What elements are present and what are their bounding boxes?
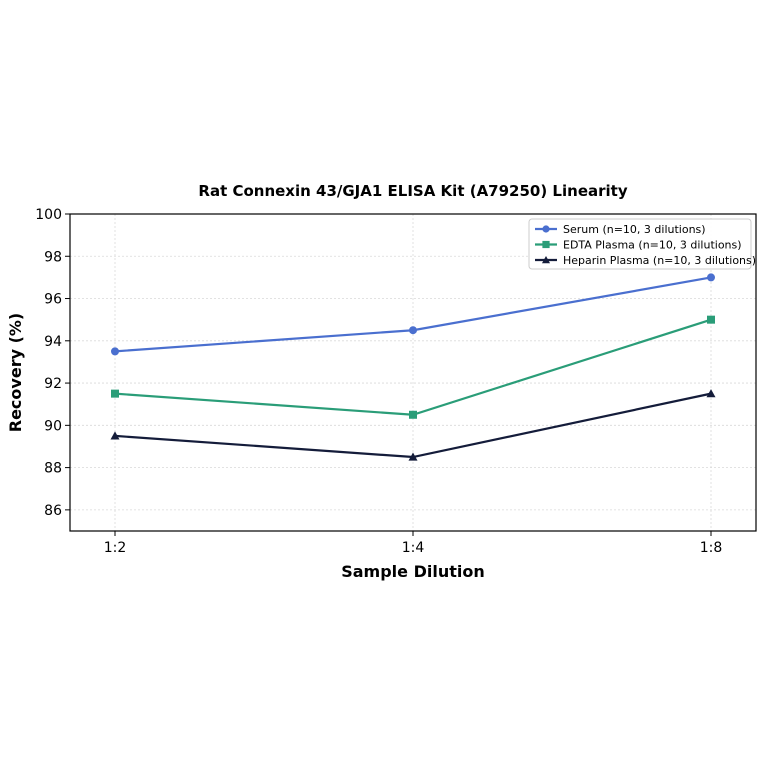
y-tick-label: 98 bbox=[44, 249, 62, 265]
data-point-circle bbox=[707, 273, 715, 282]
data-point-triangle bbox=[706, 389, 716, 398]
y-tick-label: 96 bbox=[44, 292, 62, 308]
data-point-circle bbox=[542, 225, 550, 233]
y-tick-label: 90 bbox=[44, 418, 62, 434]
data-point-square bbox=[111, 389, 119, 398]
legend: Serum (n=10, 3 dilutions) EDTA Plasma (n=… bbox=[528, 218, 756, 270]
y-axis-label: Recovery (%) bbox=[6, 313, 25, 432]
x-tick-label: 1:8 bbox=[700, 540, 723, 556]
data-point-triangle bbox=[541, 255, 551, 264]
y-tick-label: 92 bbox=[44, 376, 62, 392]
series-2 bbox=[110, 389, 716, 461]
legend-label: Serum (n=10, 3 dilutions) bbox=[563, 223, 706, 236]
series-0 bbox=[111, 273, 715, 356]
data-point-triangle bbox=[110, 431, 120, 440]
x-axis-label: Sample Dilution bbox=[341, 562, 485, 581]
data-point-square bbox=[707, 315, 715, 324]
legend-label: Heparin Plasma (n=10, 3 dilutions) bbox=[563, 254, 756, 267]
y-tick-label: 94 bbox=[44, 334, 62, 350]
series-group bbox=[110, 273, 716, 461]
data-point-circle bbox=[409, 326, 417, 335]
data-point-triangle bbox=[408, 452, 418, 461]
chart-title: Rat Connexin 43/GJA1 ELISA Kit (A79250) … bbox=[198, 182, 627, 200]
data-point-square bbox=[409, 410, 417, 419]
y-tick-label: 100 bbox=[35, 207, 62, 223]
series-1 bbox=[111, 315, 715, 419]
y-tick-label: 88 bbox=[44, 461, 62, 477]
axis-ticks: 86 88 90 92 94 96 98 100 1:2 1:4 1:8 bbox=[35, 207, 722, 556]
x-tick-label: 1:4 bbox=[402, 540, 425, 556]
y-tick-label: 86 bbox=[44, 503, 62, 519]
x-tick-label: 1:2 bbox=[104, 540, 127, 556]
data-point-square bbox=[542, 240, 550, 249]
legend-label: EDTA Plasma (n=10, 3 dilutions) bbox=[563, 239, 742, 252]
legend-box bbox=[528, 218, 752, 270]
data-point-circle bbox=[111, 347, 119, 356]
